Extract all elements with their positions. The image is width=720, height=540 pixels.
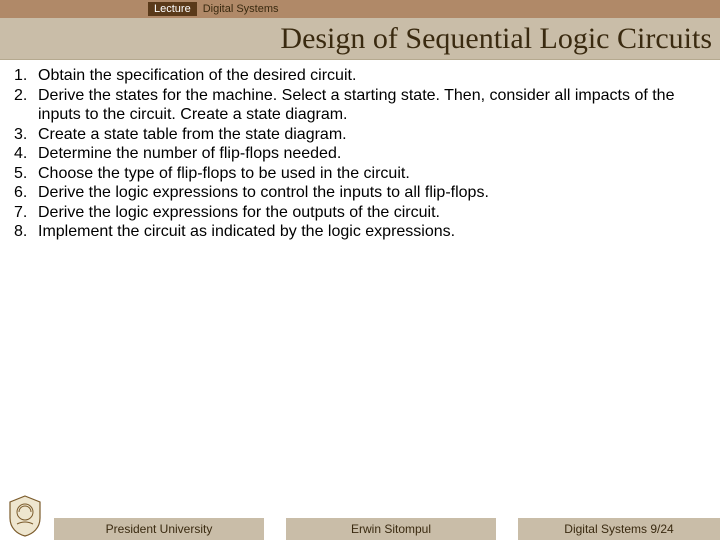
step-item: Implement the circuit as indicated by th…	[14, 222, 706, 242]
steps-list: Obtain the specification of the desired …	[14, 66, 706, 242]
lecture-label: Lecture	[148, 2, 197, 16]
course-label: Digital Systems	[197, 3, 279, 15]
slide-title: Design of Sequential Logic Circuits	[280, 22, 712, 56]
footer-right: Digital Systems 9/24	[518, 518, 720, 540]
step-item: Derive the states for the machine. Selec…	[14, 86, 706, 125]
step-item: Obtain the specification of the desired …	[14, 66, 706, 86]
content-area: Obtain the specification of the desired …	[0, 60, 720, 540]
title-band: Design of Sequential Logic Circuits	[0, 18, 720, 60]
step-item: Derive the logic expressions for the out…	[14, 203, 706, 223]
footer-mid: Erwin Sitompul	[286, 518, 496, 540]
footer-left: President University	[54, 518, 264, 540]
top-band: Lecture Digital Systems	[0, 0, 720, 18]
step-item: Determine the number of flip-flops neede…	[14, 144, 706, 164]
footer: President University Erwin Sitompul Digi…	[0, 518, 720, 540]
step-item: Create a state table from the state diag…	[14, 125, 706, 145]
step-item: Derive the logic expressions to control …	[14, 183, 706, 203]
step-item: Choose the type of flip-flops to be used…	[14, 164, 706, 184]
